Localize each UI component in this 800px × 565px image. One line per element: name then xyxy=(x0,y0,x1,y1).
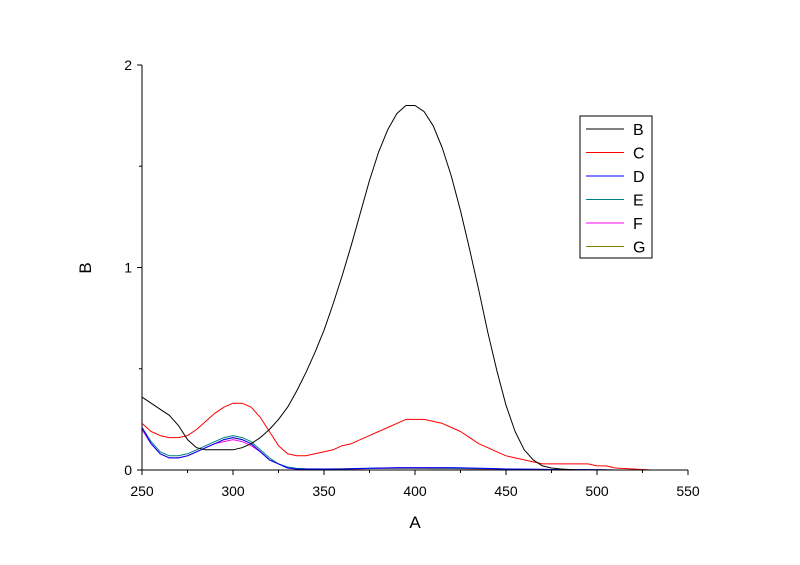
legend-box xyxy=(579,115,653,259)
series-line-c xyxy=(141,402,688,471)
legend-label-b: B xyxy=(633,122,644,139)
legend-label-f: F xyxy=(633,216,643,233)
x-tick-label: 400 xyxy=(403,483,427,499)
legend-label-c: C xyxy=(633,146,645,163)
x-tick-label: 300 xyxy=(221,483,245,499)
legend-label-g: G xyxy=(633,240,645,257)
legend-label-d: D xyxy=(633,169,645,186)
x-tick-label: 450 xyxy=(494,483,518,499)
y-tick-label: 0 xyxy=(124,462,132,478)
x-axis-ticks: 250 300 350 400 450 500 550 xyxy=(130,470,700,499)
x-tick-label: 250 xyxy=(130,483,154,499)
x-tick-label: 500 xyxy=(585,483,609,499)
y-tick-label: 2 xyxy=(124,57,132,73)
y-tick-label: 1 xyxy=(124,260,132,276)
x-tick-label: 350 xyxy=(312,483,336,499)
y-axis-ticks: 0 1 2 xyxy=(124,57,142,478)
y-axis-title: B xyxy=(76,262,95,273)
axes-layer: 250 300 350 400 450 500 550 0 1 2 xyxy=(124,57,700,499)
x-axis-title: A xyxy=(409,513,421,532)
series-line-b xyxy=(141,105,688,471)
x-tick-label: 550 xyxy=(676,483,700,499)
legend-label-e: E xyxy=(633,193,644,210)
